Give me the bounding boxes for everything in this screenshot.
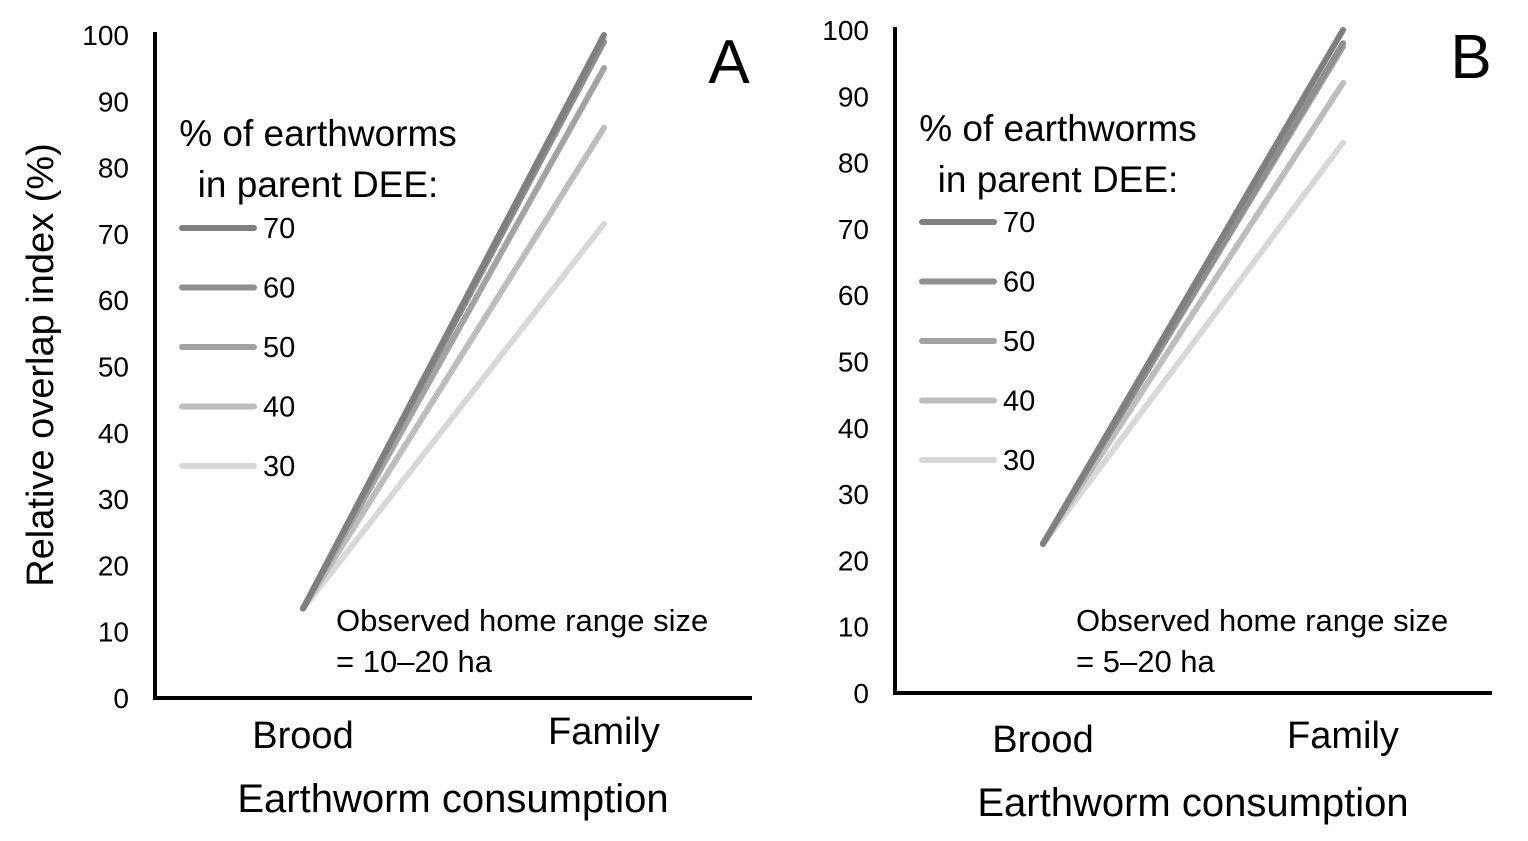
legend-label-60: 60 xyxy=(1003,267,1035,299)
x-tick-label: Brood xyxy=(252,715,353,757)
y-tick-label: 0 xyxy=(113,683,129,714)
annotation: = 10–20 ha xyxy=(336,644,493,679)
y-tick-label: 100 xyxy=(822,15,869,46)
legend-label-60: 60 xyxy=(263,273,295,305)
y-tick-label: 20 xyxy=(98,550,129,581)
legend-label-50: 50 xyxy=(263,332,295,364)
x-tick-label: Family xyxy=(1287,715,1399,757)
y-tick-label: 0 xyxy=(853,678,869,709)
annotation: Observed home range size xyxy=(336,603,708,638)
legend-label-70: 70 xyxy=(263,213,295,245)
panel-label: B xyxy=(1450,23,1491,92)
legend-label-30: 30 xyxy=(263,451,295,483)
series-line-70 xyxy=(300,32,607,612)
annotation: Observed home range size xyxy=(1076,603,1448,638)
panel-b: 0 10 20 30 40 50 60 70 80 90 100 Brood Family Earthwo… xyxy=(822,15,1492,825)
y-tick-label: 100 xyxy=(82,20,129,51)
y-axis-label: Relative overlap index (%) xyxy=(20,143,62,587)
series-line-40 xyxy=(300,124,607,612)
x-axis-label: Earthworm consumption xyxy=(237,777,668,821)
x-tick-label: Brood xyxy=(992,719,1093,761)
y-tick-label: 50 xyxy=(838,347,869,378)
legend-title: in parent DEE: xyxy=(938,159,1179,200)
legend-label-50: 50 xyxy=(1003,326,1035,358)
series-line-40 xyxy=(1040,80,1346,547)
legend-title: in parent DEE: xyxy=(198,164,439,205)
legend-title: % of earthworms xyxy=(919,108,1197,149)
y-tick-label: 30 xyxy=(838,479,869,510)
y-tick-label: 10 xyxy=(838,612,869,643)
y-tick-label: 40 xyxy=(838,413,869,444)
y-tick-label: 50 xyxy=(98,352,129,383)
series-line-70 xyxy=(1040,27,1346,547)
legend-label-30: 30 xyxy=(1003,445,1035,477)
y-tick-label: 80 xyxy=(838,148,869,179)
y-tick-label: 90 xyxy=(98,86,129,117)
legend-label-40: 40 xyxy=(263,392,295,424)
y-tick-label: 70 xyxy=(838,214,869,245)
annotation: = 5–20 ha xyxy=(1076,644,1216,679)
legend-label-40: 40 xyxy=(1003,386,1035,418)
panel-label: A xyxy=(708,28,750,97)
y-tick-label: 90 xyxy=(838,81,869,112)
x-tick-label: Family xyxy=(548,711,660,753)
x-axis-label: Earthworm consumption xyxy=(977,781,1408,825)
y-tick-label: 10 xyxy=(98,617,129,648)
legend-label-70: 70 xyxy=(1003,207,1035,239)
legend-title: % of earthworms xyxy=(179,113,457,154)
series-line-30 xyxy=(1040,139,1346,547)
y-tick-label: 30 xyxy=(98,484,129,515)
y-tick-label: 80 xyxy=(98,153,129,184)
y-tick-label: 60 xyxy=(98,285,129,316)
y-tick-label: 40 xyxy=(98,418,129,449)
y-tick-label: 70 xyxy=(98,219,129,250)
series-line-30 xyxy=(300,220,607,612)
y-tick-label: 20 xyxy=(838,545,869,576)
panel-a: 0 10 20 30 40 50 60 70 80 90 100 Brood Family Earthwo… xyxy=(82,20,752,821)
y-tick-label: 60 xyxy=(838,280,869,311)
